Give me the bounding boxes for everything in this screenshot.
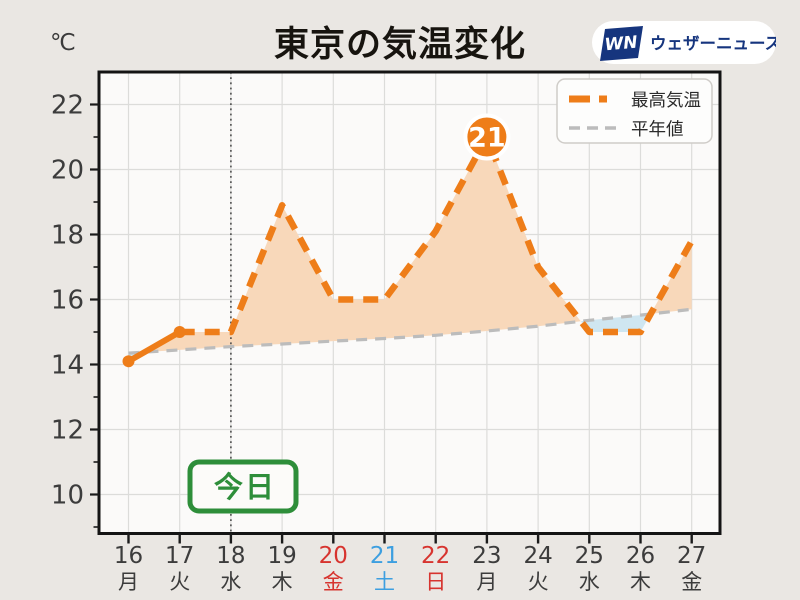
x-axis-weekday-label: 月 (118, 570, 139, 594)
x-axis-date-label: 20 (319, 543, 348, 569)
legend-normal-label: 平年値 (631, 120, 684, 140)
x-axis-date-label: 16 (114, 543, 143, 569)
y-axis-label: 22 (51, 91, 84, 121)
x-axis-date-label: 19 (267, 543, 296, 569)
wn-mark-text: WN (604, 33, 639, 56)
x-axis-date-label: 26 (626, 543, 655, 569)
brand-name: ウェザーニュース (650, 34, 776, 53)
peak-badge-circle (463, 113, 511, 161)
legend: 最高気温 平年値 (556, 78, 713, 144)
x-axis-date-label: 27 (677, 543, 706, 569)
y-axis-label: 14 (51, 351, 84, 381)
x-axis-date-label: 21 (370, 543, 399, 569)
x-axis-date-label: 24 (523, 543, 552, 569)
legend-max-label: 最高気温 (631, 91, 701, 111)
x-axis-weekday-label: 水 (220, 570, 241, 594)
x-axis-date-label: 18 (216, 543, 245, 569)
y-axis-label: 10 (51, 481, 84, 511)
max-temp-line-observed (125, 329, 183, 365)
fill-warmer-than-normal (144, 137, 581, 353)
x-axis-weekday-label: 日 (425, 570, 446, 594)
x-axis-weekday-label: 水 (579, 570, 600, 594)
temperature-unit: ℃ (50, 30, 76, 56)
x-axis-weekday-label: 金 (323, 570, 344, 594)
x-axis-date-label: 17 (165, 543, 194, 569)
y-axis-label: 12 (51, 416, 84, 446)
max-temp-marker (122, 355, 135, 368)
x-axis-weekday-label: 金 (681, 570, 702, 594)
x-axis-date-label: 22 (421, 543, 450, 569)
x-axis-weekday-label: 火 (169, 570, 190, 594)
max-temp-line-forecast (179, 133, 695, 336)
today-marker: 今日 (187, 459, 299, 514)
wn-mark (600, 26, 643, 61)
tick-group (90, 103, 693, 544)
fill-cooler-than-normal (580, 313, 651, 332)
x-axis-weekday-label: 月 (476, 570, 497, 594)
y-axis-label: 16 (51, 286, 84, 316)
y-axis-label: 20 (51, 156, 84, 186)
y-axis-label: 18 (51, 221, 84, 251)
peak-badge-value: 21 (468, 123, 506, 154)
series-group (122, 133, 695, 368)
x-axis-weekday-label: 土 (374, 570, 395, 594)
today-label: 今日 (214, 470, 276, 504)
x-axis-date-label: 23 (472, 543, 501, 569)
plot-frame-group (97, 70, 722, 535)
x-axis-date-label: 25 (575, 543, 604, 569)
y-axis-labels: 10 12 14 16 18 20 22 (51, 91, 84, 511)
weathernews-logo: WN ウェザーニュース (592, 21, 776, 64)
today-box (187, 459, 299, 514)
max-temp-marker (173, 326, 186, 338)
x-axis-weekday-label: 木 (272, 570, 293, 594)
x-axis-weekday-label: 木 (630, 570, 651, 594)
x-axis-weekday-label: 火 (528, 570, 549, 594)
peak-badge: 21 (463, 113, 511, 161)
plot-border (97, 70, 722, 535)
